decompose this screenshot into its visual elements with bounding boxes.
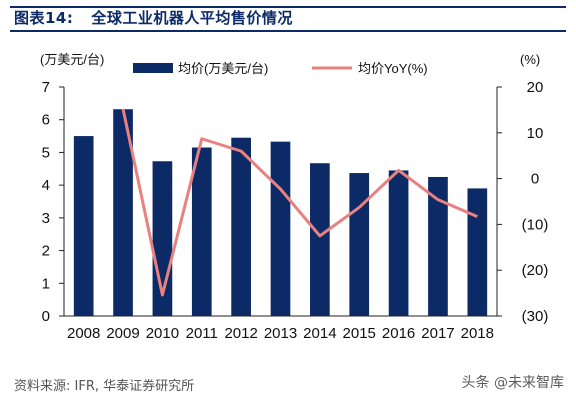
x-tick-2017: 2017 [421,325,454,342]
yoy-line [121,108,478,297]
source-note: 资料来源: IFR, 华泰证券研究所 [14,379,195,394]
title-bottom-rule [10,30,566,32]
y-right-tick-2: 0 [531,171,539,188]
y-left-tick-1: 1 [42,275,50,292]
x-tick-2011: 2011 [186,325,218,342]
y-right-tick-0: 20 [527,79,544,96]
x-tick-2015: 2015 [343,325,376,342]
figure-title: 图表14: 全球工业机器人平均售价情况 [14,7,293,28]
y-left-axis-label: (万美元/台) [40,52,104,67]
y-left-tick-7: 7 [42,79,50,96]
legend-line-label: 均价YoY(%) [358,61,428,76]
line-series [121,108,478,297]
y-right-axis-label: (%) [520,52,540,67]
x-tick-2018: 2018 [461,325,494,342]
chart: 均价(万美元/台) 均价YoY(%) (万美元/台) (%) 2008 2009 2… [40,52,548,342]
figure-title-text: 全球工业机器人平均售价情况 [91,9,293,27]
y-right-tick-1: 10 [527,125,544,142]
y-left-tick-3: 3 [42,210,50,227]
y-left-tick-6: 6 [42,112,50,129]
figure-label: 图表14: [14,9,74,27]
y-right-tick-labels: 20 10 0 (10) (20) (30) [497,79,548,325]
bar-2016 [388,170,409,316]
title-top-rule [10,6,566,8]
y-right-tick-4: (20) [522,262,549,279]
bar-2014 [310,163,330,316]
bar-2018 [467,188,488,316]
bar-2011 [191,147,212,316]
y-left-tick-2: 2 [42,243,50,260]
legend: 均价(万美元/台) 均价YoY(%) [133,61,428,76]
y-left-tick-5: 5 [42,144,50,161]
y-right-tick-3: (10) [522,216,549,233]
x-tick-2014: 2014 [303,325,336,342]
bar-2008 [73,136,94,316]
bar-2017 [428,176,448,316]
bar-2015 [349,173,370,316]
legend-bar-swatch [133,63,173,73]
bar-2013 [270,141,291,316]
watermark: 头条 @未来智库 [461,375,564,391]
x-tick-2012: 2012 [224,325,257,342]
legend-bar-label: 均价(万美元/台) [178,61,268,76]
y-right-tick-5: (30) [522,308,549,325]
x-tick-labels: 2008 2009 2010 2011 2012 2013 2014 2015 2016 2017… [67,325,494,342]
y-left-tick-labels: 0 1 2 3 4 5 6 7 [42,79,64,325]
y-left-tick-4: 4 [42,177,50,194]
axes [63,87,498,317]
x-tick-2016: 2016 [382,325,415,342]
x-tick-2009: 2009 [106,325,139,342]
y-left-tick-0: 0 [42,308,50,325]
x-tick-2008: 2008 [67,325,100,342]
x-tick-2013: 2013 [264,325,297,342]
bar-2009 [113,109,133,316]
bar-series [73,109,488,316]
bar-2012 [231,137,251,316]
x-tick-2010: 2010 [146,325,179,342]
